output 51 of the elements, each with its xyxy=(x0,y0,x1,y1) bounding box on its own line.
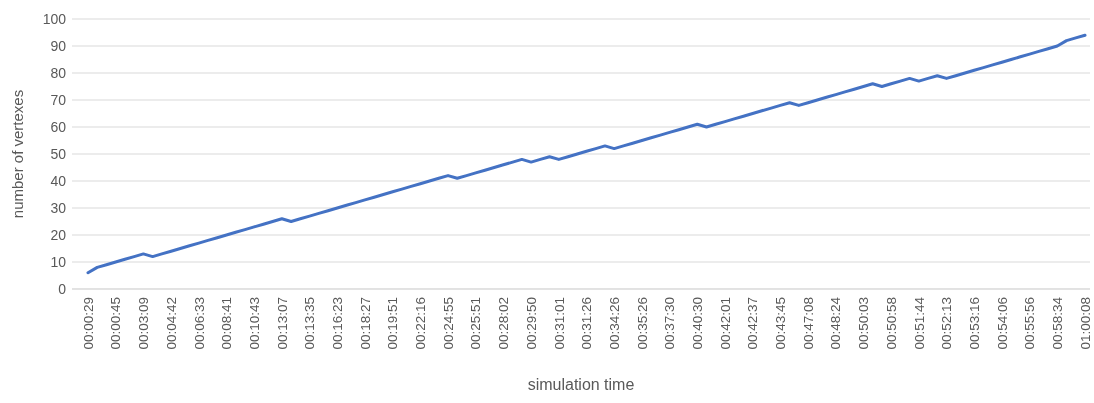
x-tick-label: 00:16:23 xyxy=(329,297,345,350)
x-tick-label: 00:51:44 xyxy=(911,296,927,350)
x-tick-label: 00:35:26 xyxy=(634,297,650,350)
x-tick-label: 00:58:34 xyxy=(1050,296,1066,350)
x-tick-label: 00:42:37 xyxy=(745,297,761,350)
y-tick-label: 80 xyxy=(50,64,67,81)
x-tick-label: 00:19:51 xyxy=(385,297,401,350)
x-tick-label: 00:40:30 xyxy=(690,297,705,350)
x-tick-label: 00:18:27 xyxy=(357,297,373,350)
x-tick-label: 00:53:16 xyxy=(966,297,982,350)
x-tick-label: 00:13:35 xyxy=(302,297,318,350)
y-tick-label: 90 xyxy=(50,37,67,54)
x-tick-label: 00:52:13 xyxy=(939,297,955,350)
x-tick-label: 00:03:09 xyxy=(136,297,152,350)
x-tick-label: 00:43:45 xyxy=(773,297,789,350)
x-tick-label: 00:54:06 xyxy=(994,297,1010,350)
y-tick-label: 10 xyxy=(50,253,67,270)
x-tick-label: 00:10:43 xyxy=(246,297,262,350)
y-tick-label: 40 xyxy=(50,172,67,189)
x-tick-label: 00:06:33 xyxy=(191,297,207,350)
y-tick-label: 50 xyxy=(50,145,67,162)
x-tick-label: 00:28:02 xyxy=(496,297,512,350)
x-tick-label: 01:00:08 xyxy=(1077,297,1093,350)
x-tick-label: 00:55:56 xyxy=(1022,297,1038,350)
x-tick-label: 00:22:16 xyxy=(413,297,429,350)
x-tick-label: 00:13:07 xyxy=(274,297,290,350)
x-tick-label: 00:00:45 xyxy=(108,297,124,350)
y-tick-label: 30 xyxy=(50,199,67,216)
x-axis-title: simulation time xyxy=(527,376,635,393)
y-tick-label: 20 xyxy=(50,226,67,243)
x-tick-label: 00:29:50 xyxy=(523,297,539,350)
x-tick-label: 00:50:58 xyxy=(883,297,899,350)
y-tick-label: 0 xyxy=(58,280,67,297)
x-tick-label: 00:34:26 xyxy=(606,297,622,350)
y-tick-label: 60 xyxy=(50,118,67,135)
y-tick-label: 100 xyxy=(42,10,67,27)
x-tick-label: 00:37:30 xyxy=(662,297,678,350)
y-axis-title: number of vertexes xyxy=(9,89,27,219)
x-tick-label: 00:50:03 xyxy=(856,297,872,350)
x-tick-label: 00:08:41 xyxy=(219,297,235,350)
line-series xyxy=(86,33,1087,275)
x-tick-label: 00:42:01 xyxy=(717,297,733,350)
x-tick-label: 00:48:24 xyxy=(828,296,844,350)
x-tick-label: 00:25:51 xyxy=(468,297,484,350)
x-tick-label: 00:24:55 xyxy=(440,297,456,350)
x-tick-label: 00:00:29 xyxy=(80,297,96,350)
y-tick-label: 70 xyxy=(50,91,67,108)
x-tick-label: 00:04:42 xyxy=(163,297,179,350)
x-tick-label: 00:31:26 xyxy=(579,297,595,350)
x-tick-label: 00:31:01 xyxy=(551,297,567,350)
x-tick-label: 00:47:08 xyxy=(800,297,816,350)
